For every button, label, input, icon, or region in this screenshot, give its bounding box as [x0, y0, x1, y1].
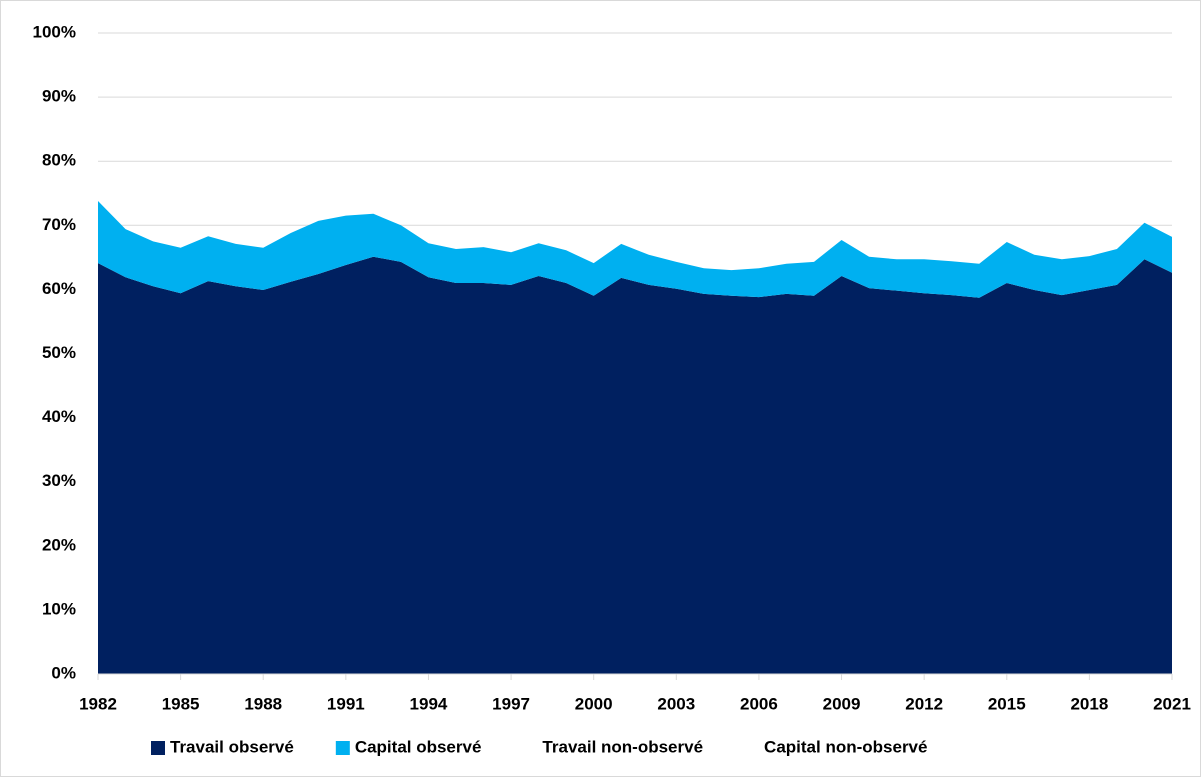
x-tick-label: 2003 [657, 694, 695, 713]
x-tick-label: 1994 [410, 694, 448, 713]
x-tick-label: 1988 [244, 694, 282, 713]
legend-label: Travail non-observé [542, 737, 703, 756]
legend-swatch [335, 741, 350, 755]
x-tick-label: 2018 [1070, 694, 1108, 713]
legend-label: Capital non-observé [764, 737, 927, 756]
x-tick-label: 1985 [162, 694, 200, 713]
x-tick-label: 2015 [988, 694, 1026, 713]
y-tick-label: 90% [42, 87, 76, 106]
x-tick-label: 2009 [823, 694, 861, 713]
legend-label: Capital observé [355, 737, 482, 756]
x-tick-label: 2006 [740, 694, 778, 713]
x-tick-label: 1991 [327, 694, 365, 713]
y-tick-label: 70% [42, 215, 76, 234]
legend-swatch [745, 741, 760, 755]
legend: Travail observé Capital observé Travail no… [151, 737, 927, 756]
legend-swatch [151, 741, 165, 755]
y-tick-label: 30% [42, 471, 76, 490]
area [98, 256, 1172, 674]
x-tick-label: 2000 [575, 694, 613, 713]
y-tick-label: 10% [42, 599, 76, 618]
y-tick-label: 40% [42, 407, 76, 426]
y-tick-label: 50% [42, 343, 76, 362]
area [98, 200, 1172, 298]
x-tick-label: 1997 [492, 694, 530, 713]
legend-label: Travail observé [170, 737, 294, 756]
y-tick-label: 0% [51, 663, 76, 682]
y-tick-label: 100% [33, 22, 76, 41]
x-tick-label: 2021 [1153, 694, 1191, 713]
y-tick-label: 80% [42, 151, 76, 170]
y-tick-label: 60% [42, 279, 76, 298]
axes: 0% 10% 20% 30% 40% 50% 60% 70% 80% 90% 100% 1982 198… [33, 22, 1191, 713]
y-tick-label: 20% [42, 535, 76, 554]
x-tick-label: 2012 [905, 694, 943, 713]
x-tick-label: 1982 [79, 694, 117, 713]
legend-swatch [523, 741, 538, 755]
plot-area [98, 200, 1172, 674]
